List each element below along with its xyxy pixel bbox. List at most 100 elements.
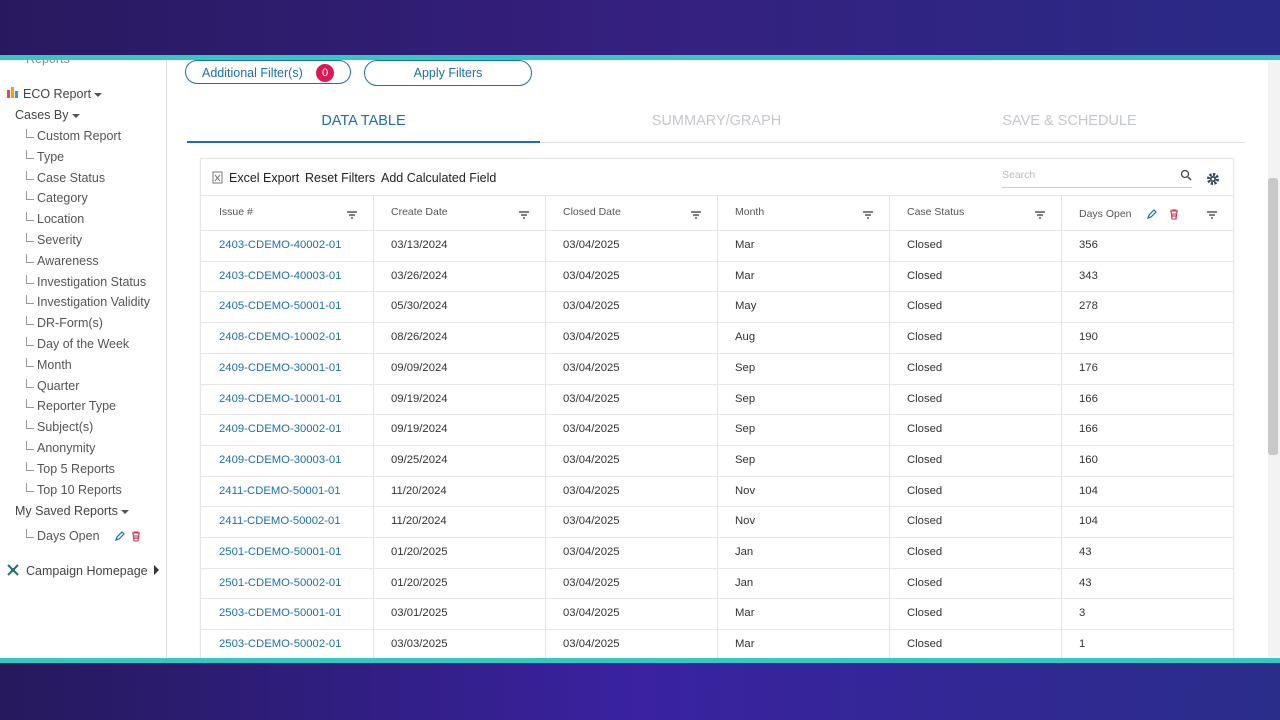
sidebar-item[interactable]: Quarter xyxy=(37,378,80,393)
delete-icon[interactable] xyxy=(130,530,142,545)
sidebar-item[interactable]: Category xyxy=(37,191,88,206)
column-divider xyxy=(889,195,890,675)
column-header[interactable]: Days Open xyxy=(1079,208,1132,220)
table-cell: Closed xyxy=(907,361,943,374)
issue-link[interactable]: 2409-CDEMO-10001-01 xyxy=(219,392,342,405)
tab[interactable]: SAVE & SCHEDULE xyxy=(1002,113,1137,129)
table-cell: 43 xyxy=(1079,546,1092,558)
apply-filters-button[interactable]: Apply Filters xyxy=(364,60,532,86)
table-cell: 01/20/2025 xyxy=(391,546,448,558)
issue-link[interactable]: 2403-CDEMO-40003-01 xyxy=(219,269,342,282)
header-bottom-line xyxy=(201,230,1233,231)
issue-link[interactable]: 2411-CDEMO-50001-01 xyxy=(219,484,341,497)
sidebar-item[interactable]: Case Status xyxy=(37,170,106,185)
column-filter-icon[interactable] xyxy=(690,207,702,225)
column-header[interactable]: Issue # xyxy=(219,206,253,218)
eco-report[interactable]: ECO Report xyxy=(23,87,103,101)
column-filter-icon[interactable] xyxy=(1034,207,1046,225)
label: Additional Filter(s) xyxy=(202,66,303,80)
column-header[interactable]: Case Status xyxy=(907,206,965,218)
table-cell: Sep xyxy=(735,361,756,374)
toolbar-button[interactable]: Add Calculated Field xyxy=(381,171,497,185)
sidebar-item[interactable]: Month xyxy=(37,357,72,372)
issue-link[interactable]: 2409-CDEMO-30002-01 xyxy=(219,423,342,436)
sidebar-item[interactable]: Location xyxy=(37,212,85,227)
issue-link[interactable]: 2405-CDEMO-50001-01 xyxy=(219,300,342,313)
sidebar-item[interactable]: Subject(s) xyxy=(37,420,94,435)
cases-by[interactable]: Cases By xyxy=(15,108,80,122)
toolbar-button[interactable]: Reset Filters xyxy=(305,171,376,185)
issue-link[interactable]: 2409-CDEMO-30001-01 xyxy=(219,361,342,374)
sidebar-item[interactable]: Top 5 Reports xyxy=(37,461,115,476)
issue-link[interactable]: 2503-CDEMO-50002-01 xyxy=(219,638,342,651)
sidebar-item[interactable]: DR-Form(s) xyxy=(37,316,103,331)
column-filter-icon[interactable] xyxy=(862,207,874,225)
sidebar-item[interactable]: Investigation Validity xyxy=(37,295,151,310)
edit-icon[interactable] xyxy=(114,530,126,545)
tab[interactable]: DATA TABLE xyxy=(321,113,406,129)
icon xyxy=(1207,173,1219,185)
top-accent xyxy=(0,55,1280,60)
tree-connector xyxy=(26,170,34,180)
column-filter-icon[interactable] xyxy=(1206,207,1218,225)
sidebar-item[interactable]: Awareness xyxy=(37,253,99,268)
saved-item[interactable]: Days Open xyxy=(37,529,100,543)
sidebar-item[interactable]: Type xyxy=(37,149,65,164)
icon xyxy=(691,211,701,219)
issue-link[interactable]: 2411-CDEMO-50002-01 xyxy=(219,515,341,528)
column-header[interactable]: Create Date xyxy=(391,206,448,218)
my-saved-reports[interactable]: My Saved Reports xyxy=(15,504,129,518)
table-cell: 08/26/2024 xyxy=(391,331,448,344)
issue-link[interactable]: 2409-CDEMO-30003-01 xyxy=(219,453,342,466)
toolbar-button[interactable]: Excel Export xyxy=(229,171,300,185)
tree-connector xyxy=(26,212,34,222)
column-divider xyxy=(373,195,374,675)
table-cell: 03/26/2024 xyxy=(391,269,448,282)
edit-icon[interactable] xyxy=(1146,207,1158,225)
label: Campaign Homepage xyxy=(26,564,148,578)
table-cell: Closed xyxy=(907,484,943,497)
tab-divider xyxy=(187,142,1245,143)
column-header[interactable]: Month xyxy=(735,206,765,218)
tree-connector xyxy=(26,461,34,471)
issue-link[interactable]: 2501-CDEMO-50001-01 xyxy=(219,546,342,558)
bottom-accent xyxy=(0,658,1280,663)
tab[interactable]: SUMMARY/GRAPH xyxy=(651,113,782,129)
search-input[interactable]: Search xyxy=(1002,167,1192,188)
icon xyxy=(863,211,873,219)
icon xyxy=(1170,209,1178,220)
delete-icon[interactable] xyxy=(1168,207,1180,225)
sidebar-item[interactable]: Investigation Status xyxy=(37,274,147,289)
sidebar-item[interactable]: Top 10 Reports xyxy=(37,482,122,497)
table-cell: Mar xyxy=(735,638,755,651)
scrollbar[interactable] xyxy=(1268,60,1280,658)
additional-filters-button[interactable]: Additional Filter(s) 0 xyxy=(185,60,351,84)
tree-connector xyxy=(26,295,34,305)
sidebar-item[interactable]: Custom Report xyxy=(37,129,122,143)
table-cell: Sep xyxy=(735,423,756,436)
sidebar-item[interactable]: Reporter Type xyxy=(37,399,116,414)
sidebar-item[interactable]: Anonymity xyxy=(37,441,96,455)
issue-link[interactable]: 2403-CDEMO-40002-01 xyxy=(219,239,342,251)
campaign-homepage[interactable]: Campaign Homepage xyxy=(26,564,161,578)
table-cell: 160 xyxy=(1079,453,1098,466)
scroll-thumb[interactable] xyxy=(1268,178,1278,455)
issue-link[interactable]: 2501-CDEMO-50002-01 xyxy=(219,576,342,589)
row-divider xyxy=(201,260,1233,262)
column-header[interactable]: Closed Date xyxy=(563,206,621,218)
column-filter-icon[interactable] xyxy=(518,207,530,225)
table-cell: Aug xyxy=(735,331,756,344)
issue-link[interactable]: 2503-CDEMO-50001-01 xyxy=(219,607,342,620)
icon xyxy=(132,531,140,542)
sidebar-item[interactable]: Day of the Week xyxy=(37,337,130,351)
issue-link[interactable]: 2408-CDEMO-10002-01 xyxy=(219,331,342,344)
settings-gear[interactable] xyxy=(1206,172,1220,191)
icon xyxy=(519,211,529,219)
table-cell: 03/04/2025 xyxy=(563,361,620,374)
tree-connector xyxy=(26,253,34,263)
column-filter-icon[interactable] xyxy=(346,207,358,225)
table-card: Excel Export Reset Filters Add Calculated … xyxy=(200,158,1234,675)
sidebar-item[interactable]: Severity xyxy=(37,233,83,247)
bottom-band xyxy=(0,663,1280,720)
